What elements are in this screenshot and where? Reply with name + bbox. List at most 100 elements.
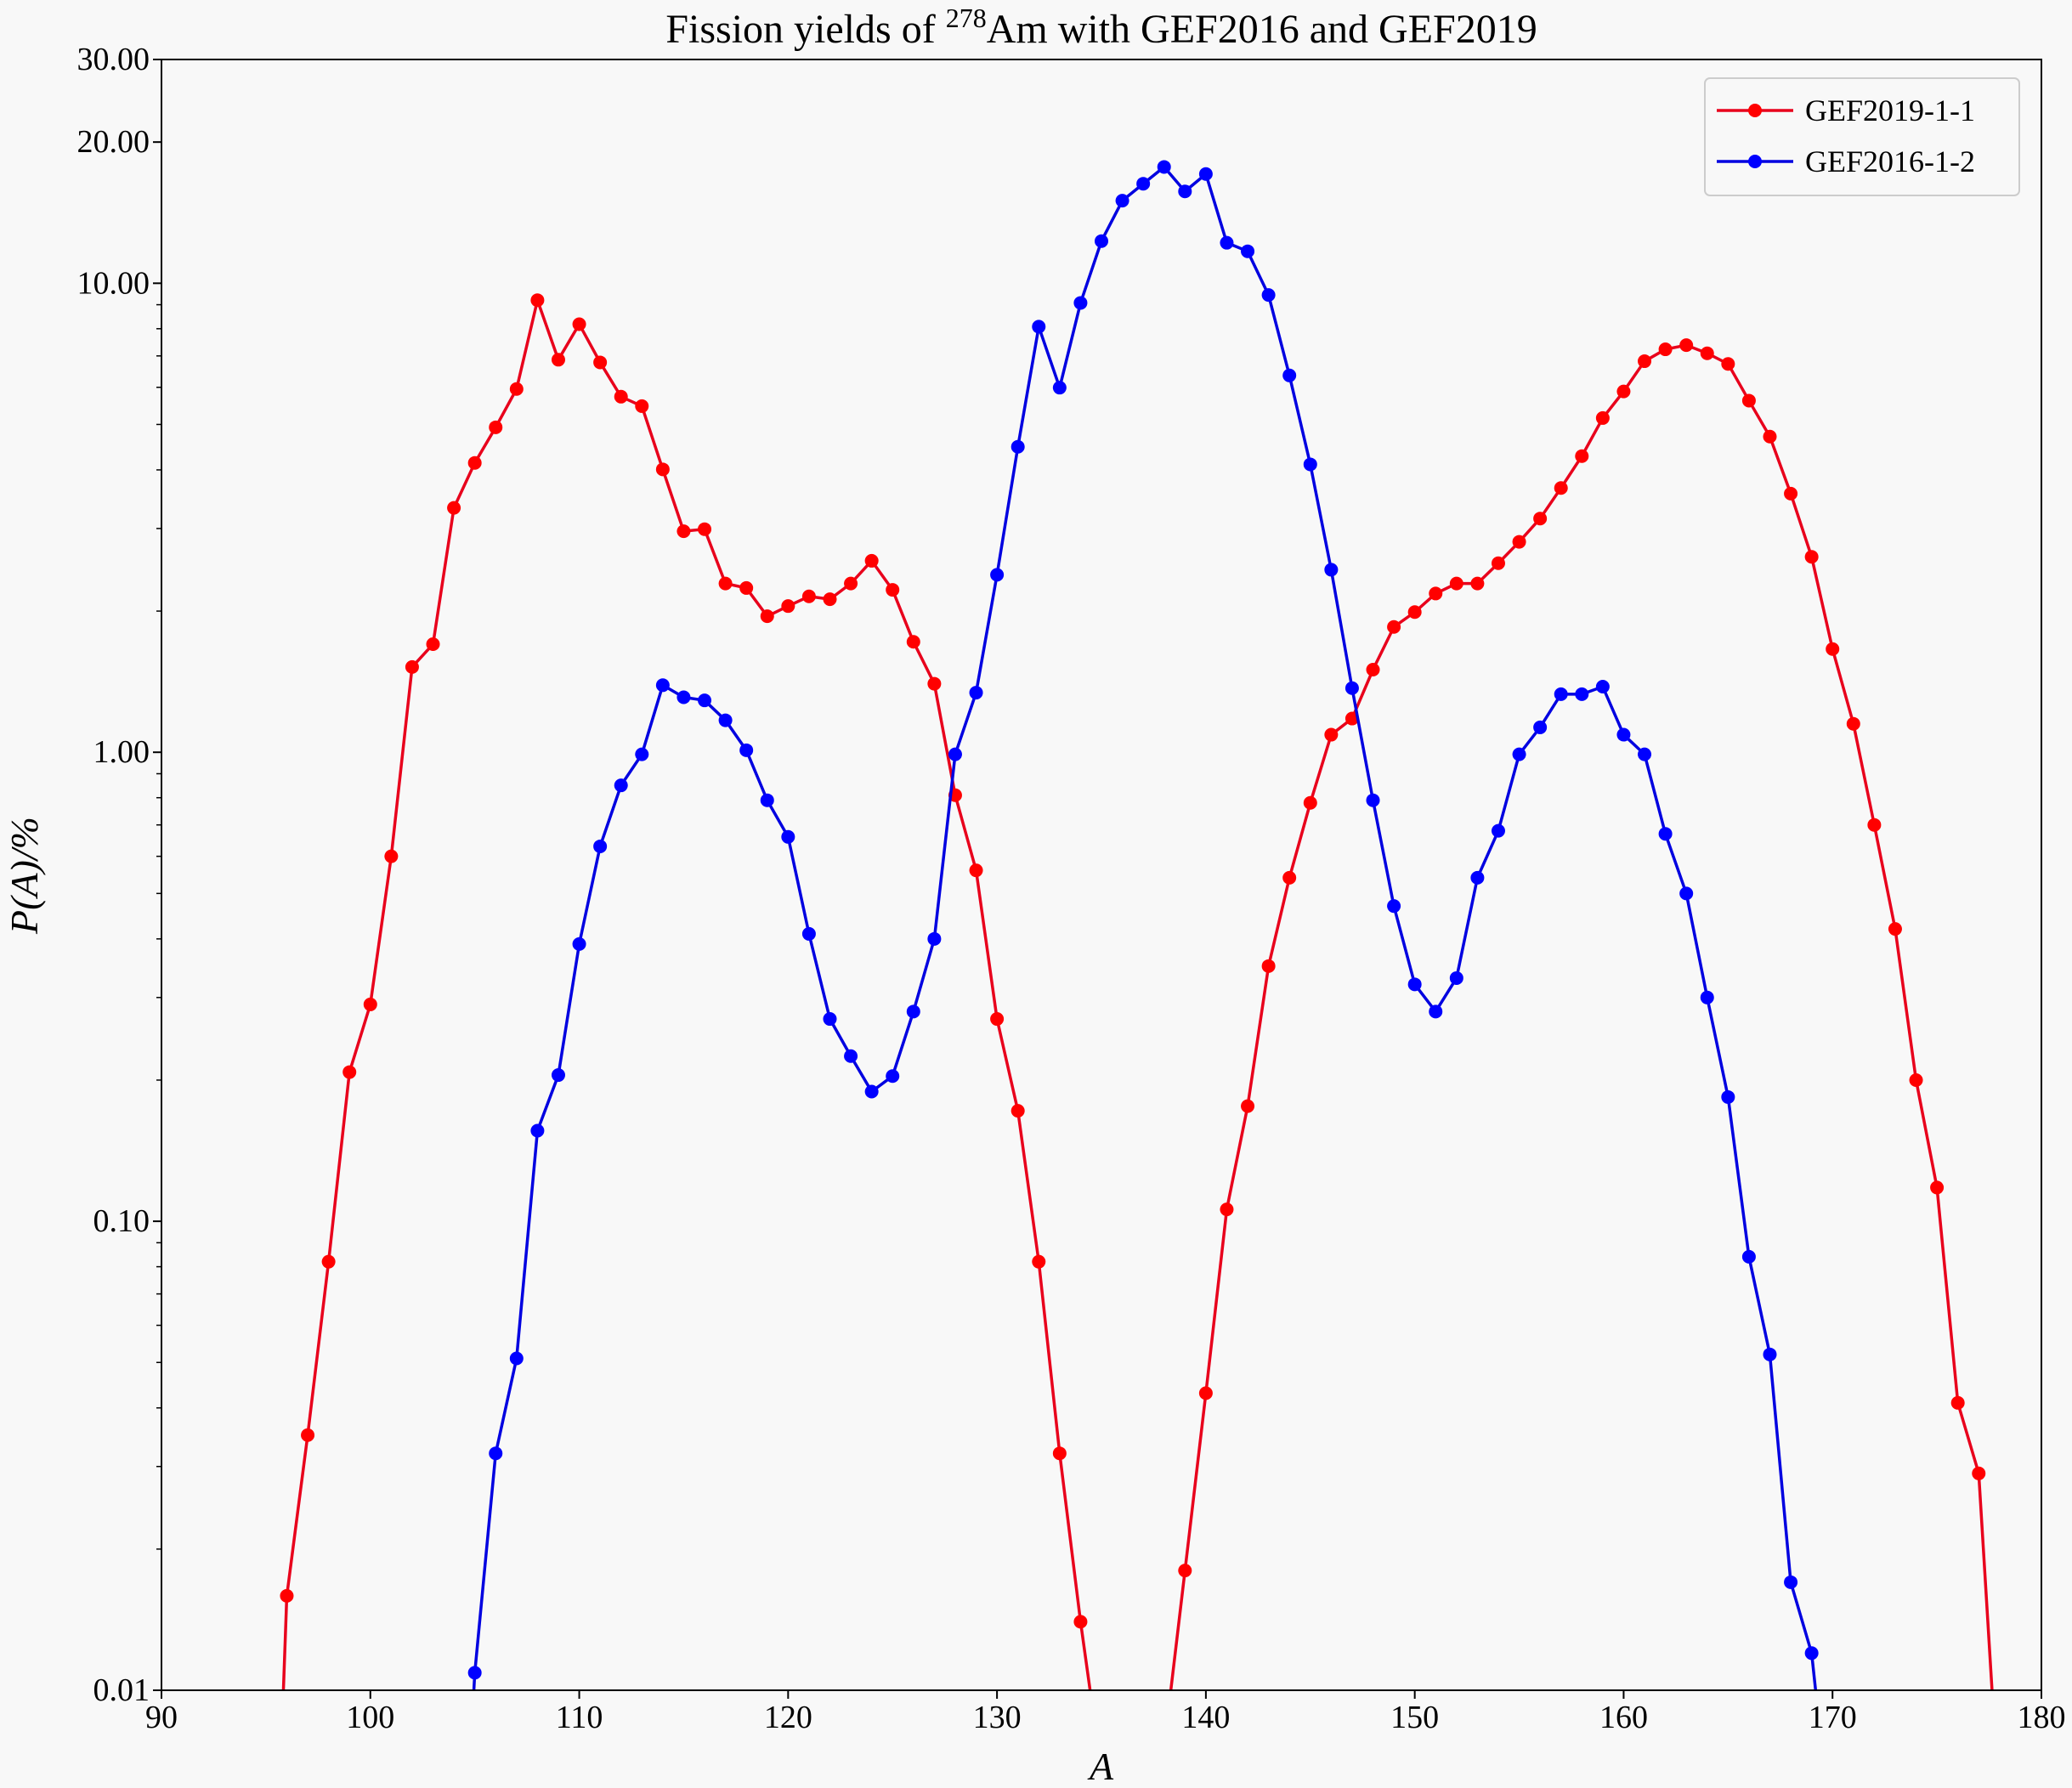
data-point: [1345, 711, 1359, 726]
y-axis-label: P(A)/%: [3, 817, 46, 935]
x-tick-label: 130: [973, 1700, 1022, 1735]
data-point: [572, 317, 586, 331]
data-point: [1679, 886, 1694, 901]
data-point: [1345, 681, 1359, 695]
data-point: [1366, 793, 1380, 807]
data-point: [467, 1666, 482, 1680]
data-point: [1073, 1615, 1088, 1629]
data-point: [321, 1254, 336, 1269]
data-point: [1512, 747, 1526, 761]
x-tick-label: 120: [764, 1700, 812, 1735]
legend: GEF2019-1-1 GEF2016-1-2: [1704, 77, 2020, 196]
data-point: [1533, 512, 1548, 526]
y-tick-label: 0.01: [93, 1672, 150, 1708]
data-point: [1721, 1089, 1735, 1104]
data-point: [1136, 177, 1151, 191]
legend-label: GEF2016-1-2: [1805, 144, 1975, 178]
data-point: [1595, 680, 1610, 694]
data-point: [1533, 720, 1548, 734]
data-point: [614, 778, 628, 793]
data-point: [1241, 1099, 1255, 1113]
data-point: [698, 693, 712, 708]
data-point: [280, 1588, 294, 1603]
data-point: [655, 678, 670, 693]
data-point: [489, 420, 503, 434]
data-point: [593, 839, 608, 853]
data-point: [467, 455, 482, 470]
data-point: [1491, 556, 1505, 570]
x-tick-label: 150: [1390, 1700, 1439, 1735]
data-point: [384, 849, 399, 863]
data-point: [1429, 586, 1443, 601]
x-tick-label: 90: [145, 1700, 178, 1735]
data-point: [447, 501, 461, 515]
data-point: [363, 997, 377, 1011]
x-tick-label: 160: [1599, 1700, 1648, 1735]
data-point: [698, 522, 712, 536]
data-point: [1324, 563, 1339, 577]
data-point: [1032, 1254, 1046, 1269]
data-point: [1449, 576, 1463, 591]
data-point: [509, 382, 524, 396]
x-tick-label: 170: [1809, 1700, 1857, 1735]
data-point: [1491, 823, 1505, 838]
data-point: [969, 863, 983, 878]
data-point: [1763, 429, 1777, 444]
data-point: [886, 1069, 900, 1084]
data-point: [1616, 727, 1631, 742]
data-point: [1826, 642, 1840, 656]
data-point: [1261, 288, 1276, 303]
data-point: [1575, 687, 1589, 701]
data-point: [823, 1012, 837, 1027]
data-point: [927, 931, 942, 946]
data-point: [801, 589, 816, 603]
y-tick-label: 10.00: [77, 265, 150, 301]
data-point: [677, 690, 691, 704]
legend-marker: [1748, 155, 1762, 168]
data-point: [1512, 535, 1526, 549]
data-point: [1804, 550, 1819, 564]
data-point: [509, 1351, 524, 1366]
data-point: [1554, 481, 1568, 495]
data-point: [1658, 342, 1673, 357]
data-point: [1073, 296, 1088, 310]
data-point: [301, 1428, 315, 1442]
data-point: [823, 592, 837, 607]
data-point: [1387, 620, 1401, 634]
data-point: [1220, 1202, 1234, 1217]
data-point: [405, 659, 419, 674]
data-point: [1052, 1446, 1067, 1461]
data-point: [760, 793, 774, 807]
series-layer: [280, 160, 1994, 1690]
data-point: [906, 635, 920, 649]
data-point: [1804, 1646, 1819, 1661]
data-point: [781, 829, 795, 844]
data-point: [1241, 244, 1255, 258]
data-point: [1721, 357, 1735, 371]
data-point: [1846, 716, 1860, 731]
data-point: [1282, 870, 1297, 885]
data-point: [844, 1049, 858, 1063]
data-point: [1700, 990, 1714, 1004]
data-point: [1011, 1104, 1025, 1118]
data-point: [1011, 439, 1025, 454]
data-point: [1407, 977, 1422, 992]
data-point: [1449, 970, 1463, 985]
data-point: [1095, 234, 1108, 248]
data-point: [1700, 346, 1714, 360]
data-point: [1638, 354, 1652, 369]
data-point: [1888, 922, 1902, 936]
data-point: [990, 1012, 1005, 1027]
data-point: [1198, 1386, 1213, 1400]
data-point: [530, 1123, 545, 1138]
data-point: [1658, 827, 1673, 841]
data-point: [1429, 1004, 1443, 1019]
series-line-GEF2019-1-1: [281, 295, 1994, 1690]
data-point: [1470, 870, 1485, 885]
data-point: [1867, 818, 1882, 832]
data-point: [1387, 899, 1401, 914]
data-point: [655, 462, 670, 477]
data-point: [343, 1065, 357, 1079]
y-tick-label: 1.00: [93, 734, 150, 770]
